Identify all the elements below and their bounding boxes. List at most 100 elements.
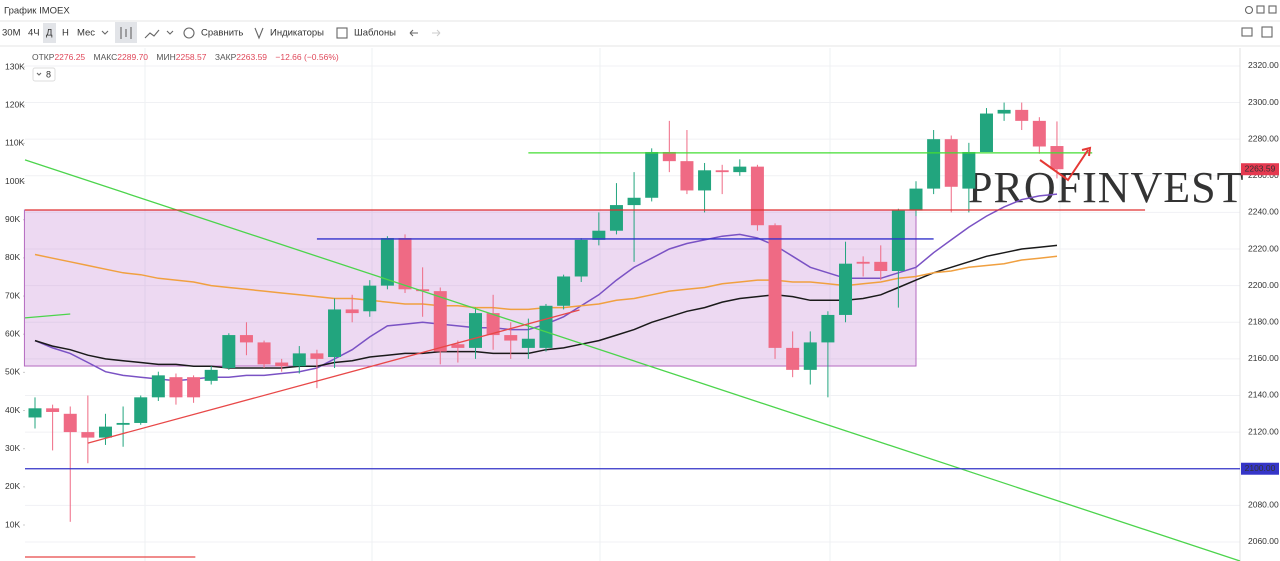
ohlc-readout: ОТКР2276.25 МАКС2289.70 МИН2258.57 ЗАКР2… [32,52,339,62]
readout-label: ЗАКР [215,52,237,62]
plot: 2060.00 2080.00 2100.00 2120.00 2140.00 2160.… [5,48,1279,561]
candle-body [698,170,712,191]
y-tick-label: 2060.00 [1248,536,1279,546]
candle-body [116,422,130,425]
fullscreen-icon[interactable] [1261,26,1273,38]
y2-tick-label: 50K [5,367,20,377]
readout-label: ОТКР [32,52,55,62]
candle-body [891,210,905,271]
candle-body [504,335,518,341]
candle-body [433,291,447,352]
compare-icon[interactable] [183,27,195,39]
y2-tick-label: 70K [5,290,20,300]
candle-body [574,239,588,277]
area-icon[interactable] [144,29,160,39]
y-tick-label: 2300.00 [1248,97,1279,107]
camera-icon[interactable] [1241,27,1253,37]
indicators-icon[interactable] [254,27,264,40]
dropdown[interactable] [101,30,109,35]
readout-value: 2258.57 [176,52,207,62]
y-tick-label: 2140.00 [1248,390,1279,400]
candle-body [28,408,42,418]
candle-body [927,139,941,189]
candle-body [733,166,747,173]
readout-value: 2289.70 [117,52,148,62]
candle-body [151,375,165,398]
candle-body [1032,120,1046,147]
candle-body [715,170,729,173]
candle-body [609,205,623,231]
candle-body [627,197,641,206]
candle-body [662,151,676,162]
y-tick-label: 2320.00 [1248,60,1279,70]
y2-tick-label: 30K [5,443,20,453]
candle-body [645,151,659,198]
candle-body [310,353,324,359]
candle-body [803,342,817,370]
candle-body [997,109,1011,114]
dropdown[interactable] [166,30,174,35]
candle-body [557,276,571,306]
candle-body [134,397,148,423]
candle-body [257,342,271,365]
y-tick-label: 2080.00 [1248,500,1279,510]
candle-body [786,347,800,370]
redo[interactable] [432,29,441,37]
candle-body [539,305,553,348]
candle-body [222,335,236,369]
candle-body [275,362,289,367]
y-tick-label: 2220.00 [1248,243,1279,253]
candle-body [416,289,430,292]
undo[interactable] [409,29,418,37]
y-tick-label: 2180.00 [1248,317,1279,327]
trend-line [24,313,71,319]
candle-body [169,377,183,398]
timeframe[interactable]: 30М [2,28,21,39]
candle-body [944,139,958,187]
logo-arrow [1039,146,1092,182]
candle-body [1015,109,1029,121]
candle-body [821,314,835,343]
candle-body [239,335,253,343]
y2-tick-label: 110K [5,138,25,148]
readout-label: МАКС [94,52,118,62]
readout-value: 2276.25 [54,52,85,62]
tool-button[interactable]: Индикаторы [270,28,324,39]
trend-line [24,159,1241,561]
tool-button[interactable]: Сравнить [201,28,243,39]
y2-tick-label: 100K [5,176,25,186]
candle-body [856,261,870,264]
candle-body [345,309,359,314]
templates-icon[interactable] [336,27,348,39]
indicator-toggle[interactable] [32,67,56,82]
candle-body [398,238,412,290]
trend-line [87,309,580,444]
candle-body [187,377,201,398]
candle-body [768,225,782,348]
candle-body [204,369,218,381]
candle-body [592,230,606,240]
readout-change: −12.66 (−0.56%) [275,52,338,62]
candle-body [98,426,112,438]
candle-body [486,313,500,336]
window-title: График IMOEX [4,6,70,17]
candle-body [292,353,306,367]
last-price-label: 2263.59 [1245,163,1276,173]
timeframe[interactable]: Н [62,28,69,39]
timeframe[interactable]: 4Ч [28,28,40,39]
candle-body [962,151,976,189]
candle-body [81,432,95,438]
y2-tick-label: 10K [5,519,20,529]
y2-tick-label: 130K [5,61,25,71]
candle-body [750,166,764,226]
y-tick-label: 2200.00 [1248,280,1279,290]
timeframe[interactable]: Мес [77,28,95,39]
candle-body [469,313,482,348]
timeframe[interactable]: Д [46,28,53,39]
y2-tick-label: 80K [5,252,20,262]
candle-icon [120,27,132,39]
last-price-bg [1241,163,1279,176]
tool-button[interactable]: Шаблоны [354,28,396,39]
price-label: 2100.00 [1245,463,1276,473]
